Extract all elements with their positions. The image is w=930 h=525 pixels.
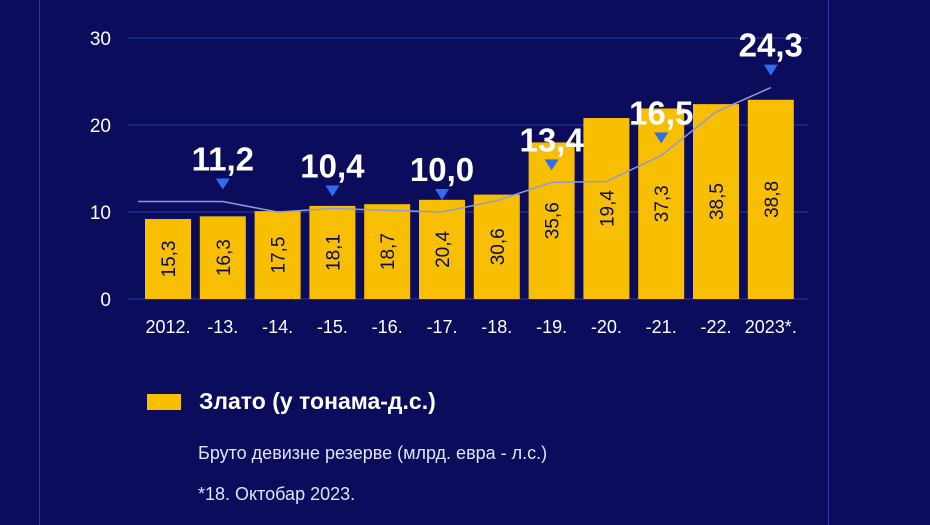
bar-value-label: 20,4 — [433, 230, 454, 267]
callout-marker — [435, 189, 449, 200]
line-series-note: Бруто девизне резерве (млрд. евра - л.с.… — [198, 443, 548, 463]
bar-gold--20. — [583, 118, 630, 299]
bar-gold--22. — [693, 104, 739, 300]
bar-gold--18. — [473, 194, 520, 299]
callout-value-label: 24,3 — [739, 27, 803, 64]
bar-gold--13. — [199, 216, 246, 299]
x-tick-label: -22. — [700, 317, 731, 337]
bar-gold-2023*. — [747, 99, 794, 300]
x-tick-label: -18. — [481, 317, 512, 337]
bar-value-label: 18,1 — [323, 234, 344, 271]
bar-gold-2012. — [145, 218, 191, 299]
y-tick-label: 20 — [90, 116, 111, 137]
footnote: *18. Октобар 2023. — [198, 484, 356, 504]
frame-left-border — [39, 0, 40, 525]
legend-label-gold: Злато (у тонама-д.с.) — [199, 388, 436, 414]
bar-value-label: 18,7 — [378, 233, 399, 270]
bar-value-label: 19,4 — [597, 190, 618, 227]
bar-gold--17. — [419, 199, 465, 299]
x-tick-label: -14. — [262, 317, 293, 337]
x-tick-label: -17. — [426, 317, 457, 337]
bar-value-label: 30,6 — [488, 228, 509, 265]
callout-value-label: 11,2 — [192, 141, 254, 178]
legend-swatch-gold — [147, 394, 181, 410]
bar-value-label: 17,5 — [269, 237, 290, 274]
callout-marker — [325, 185, 340, 197]
bar-gold--14. — [254, 211, 301, 299]
label-layer: 15,3 2012. 16,3 -13. 17,5 -14. 18,1 -15. 18,7 -16… — [145, 27, 802, 337]
bar-gold--16. — [364, 204, 411, 299]
bar-value-label: 37,3 — [652, 185, 673, 222]
x-tick-label: 2023*. — [745, 317, 797, 337]
callout-value-label: 10,4 — [300, 148, 365, 185]
callout-value-label: 13,4 — [519, 121, 584, 158]
x-tick-label: -21. — [646, 317, 677, 337]
callout-marker — [654, 132, 669, 144]
bar-value-label: 38,8 — [762, 181, 783, 218]
x-tick-label: -20. — [591, 317, 622, 337]
bar-value-label: 35,6 — [543, 202, 564, 239]
bar-value-label: 16,3 — [214, 239, 235, 276]
y-tick-label: 10 — [90, 203, 111, 224]
callout-marker — [544, 159, 559, 171]
frame-right-border — [828, 0, 829, 525]
bar-value-label: 38,5 — [707, 183, 728, 220]
x-tick-label: -15. — [317, 317, 348, 337]
callout-marker — [215, 178, 230, 190]
callout-value-label: 16,5 — [629, 94, 693, 131]
x-tick-label: 2012. — [145, 317, 190, 337]
callout-value-label: 10,0 — [410, 151, 474, 188]
x-tick-label: -19. — [536, 317, 567, 337]
bar-gold--15. — [309, 205, 356, 299]
bar-value-label: 15,3 — [159, 240, 180, 277]
x-tick-label: -16. — [372, 317, 403, 337]
line-layer — [138, 64, 778, 213]
callout-marker — [763, 64, 778, 76]
y-tick-label: 0 — [100, 290, 111, 311]
x-tick-label: -13. — [207, 317, 238, 337]
bar-layer — [145, 99, 794, 300]
y-tick-label: 30 — [90, 29, 111, 50]
reserves-line — [138, 86, 772, 213]
